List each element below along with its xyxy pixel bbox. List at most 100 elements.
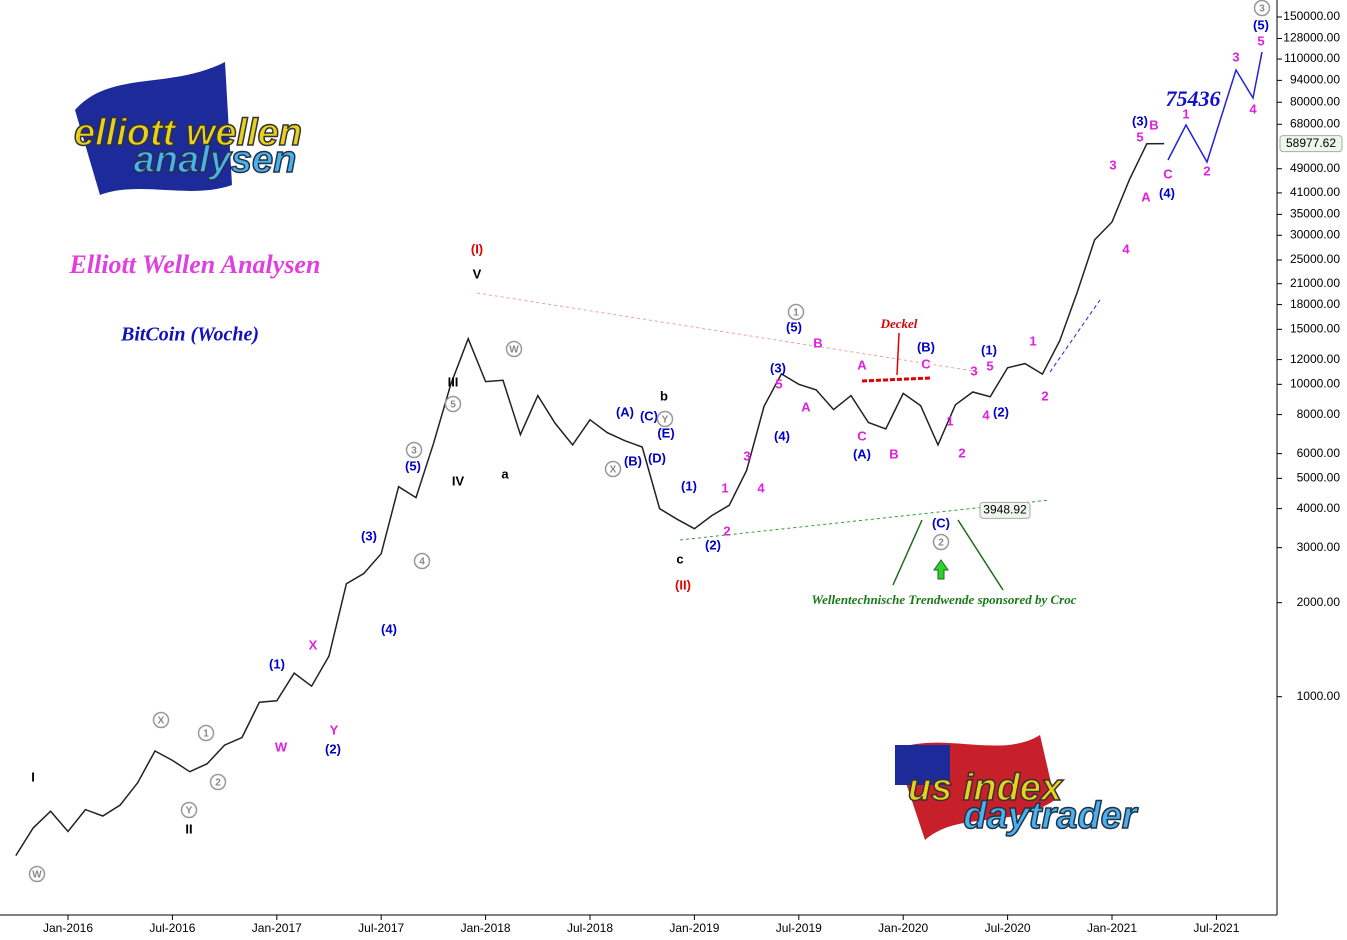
price-line <box>15 142 1165 856</box>
wave-label: a <box>501 466 509 481</box>
logo-flag <box>895 745 950 785</box>
y-tick-label: 5000.00 <box>1297 471 1341 485</box>
forecast-path <box>1167 51 1263 164</box>
y-tick-label: 6000.00 <box>1297 446 1341 460</box>
y-tick-label: 80000.00 <box>1290 94 1340 108</box>
wave-label: 3 <box>1109 157 1116 172</box>
circle-label: Y <box>662 415 669 426</box>
wave-label: (3) <box>770 360 786 375</box>
wave-label: Deckel <box>880 316 918 331</box>
wave-label: 4 <box>757 480 765 495</box>
wave-label: 5 <box>775 376 782 391</box>
wave-label: (1) <box>681 478 697 493</box>
circle-label: W <box>509 345 519 356</box>
last-label-text: 58977.62 <box>1286 136 1336 150</box>
y-tick-label: 94000.00 <box>1290 73 1340 87</box>
circle-label-ring <box>28 865 46 883</box>
wave-label: 4 <box>1122 241 1130 256</box>
circle-label-ring <box>932 533 950 551</box>
wave-label: A <box>857 357 867 372</box>
circle-label-ring <box>604 460 622 478</box>
wave-label: (C) <box>932 515 950 530</box>
circle-label: 5 <box>450 400 456 411</box>
wave-label: V <box>473 266 482 281</box>
wave-label: 2 <box>723 523 730 538</box>
wave-label: Y <box>330 722 339 737</box>
wave-label: 3 <box>970 363 977 378</box>
y-tick-label: 49000.00 <box>1290 161 1340 175</box>
wave-label: c <box>676 551 683 566</box>
circle-label: W <box>32 870 42 881</box>
y-tick-label: 15000.00 <box>1290 321 1340 335</box>
wave-label: A <box>801 399 811 414</box>
circle-label-ring <box>787 303 805 321</box>
x-tick-label: Jul-2020 <box>985 921 1031 935</box>
x-tick-label: Jul-2017 <box>358 921 404 935</box>
circle-label-ring <box>413 552 431 570</box>
y-tick-label: 35000.00 <box>1290 207 1340 221</box>
wave-label: (4) <box>774 428 790 443</box>
logo-text: daytrader <box>963 795 1138 837</box>
low-label <box>979 501 1031 519</box>
circle-label: 4 <box>419 557 425 568</box>
circle-label: 3 <box>1259 4 1265 15</box>
y-tick-label: 68000.00 <box>1290 116 1340 130</box>
y-tick-label: 3000.00 <box>1297 540 1341 554</box>
wave-label: C <box>921 356 931 371</box>
circle-label-ring <box>656 410 674 428</box>
x-tick-label: Jan-2016 <box>43 921 93 935</box>
wave-label: (4) <box>1159 185 1175 200</box>
wave-label: (E) <box>657 425 674 440</box>
wave-label: B <box>889 446 898 461</box>
wave-label: 5 <box>1136 129 1143 144</box>
y-tick-label: 8000.00 <box>1297 407 1341 421</box>
wave-label: C <box>857 428 867 443</box>
x-tick-label: Jul-2019 <box>776 921 822 935</box>
wave-label: IV <box>452 473 465 488</box>
y-tick-label: 18000.00 <box>1290 297 1340 311</box>
wave-label: 1 <box>1182 106 1189 121</box>
wave-label: 4 <box>982 407 990 422</box>
wave-label: (2) <box>325 741 341 756</box>
x-tick-label: Jul-2018 <box>567 921 613 935</box>
logo-text: us index <box>908 767 1064 809</box>
forecast-line <box>1049 299 1101 373</box>
wave-label: (2) <box>705 537 721 552</box>
annotation: Wellentechnische Trendwende sponsored by… <box>811 592 1076 607</box>
circle-label-ring <box>180 801 198 819</box>
circle-label: X <box>610 465 617 476</box>
wave-label: (1) <box>981 342 997 357</box>
wave-label: II <box>185 821 192 836</box>
y-tick-label: 12000.00 <box>1290 352 1340 366</box>
y-tick-label: 2000.00 <box>1297 595 1341 609</box>
y-tick-label: 1000.00 <box>1297 689 1341 703</box>
x-tick-label: Jan-2018 <box>461 921 511 935</box>
wave-label: W <box>275 739 288 754</box>
wave-label: (5) <box>786 319 802 334</box>
wave-label: (C) <box>640 408 658 423</box>
circle-label: 1 <box>203 729 209 740</box>
x-tick-label: Jul-2016 <box>149 921 195 935</box>
circle-label: 2 <box>215 778 221 789</box>
y-tick-label: 4000.00 <box>1297 501 1341 515</box>
wave-label: 2 <box>958 445 965 460</box>
y-tick-label: 150000.00 <box>1283 9 1340 23</box>
wave-label: (B) <box>917 339 935 354</box>
circle-label-ring <box>152 711 170 729</box>
arrow <box>892 519 923 586</box>
wave-label: 1 <box>721 480 728 495</box>
x-tick-label: Jan-2020 <box>878 921 928 935</box>
wave-label: III <box>448 374 459 389</box>
wave-label: B <box>813 335 822 350</box>
y-tick-label: 128000.00 <box>1283 31 1340 45</box>
y-tick-label: 110000.00 <box>1284 51 1340 65</box>
wave-label: (5) <box>405 458 421 473</box>
wave-label: 5 <box>1257 33 1264 48</box>
support-line <box>679 499 1051 541</box>
circle-label: 3 <box>411 446 417 457</box>
wave-label: (D) <box>648 450 666 465</box>
x-tick-label: Jul-2021 <box>1193 921 1239 935</box>
circle-label-ring <box>1253 0 1271 17</box>
wave-label: (3) <box>1132 113 1148 128</box>
